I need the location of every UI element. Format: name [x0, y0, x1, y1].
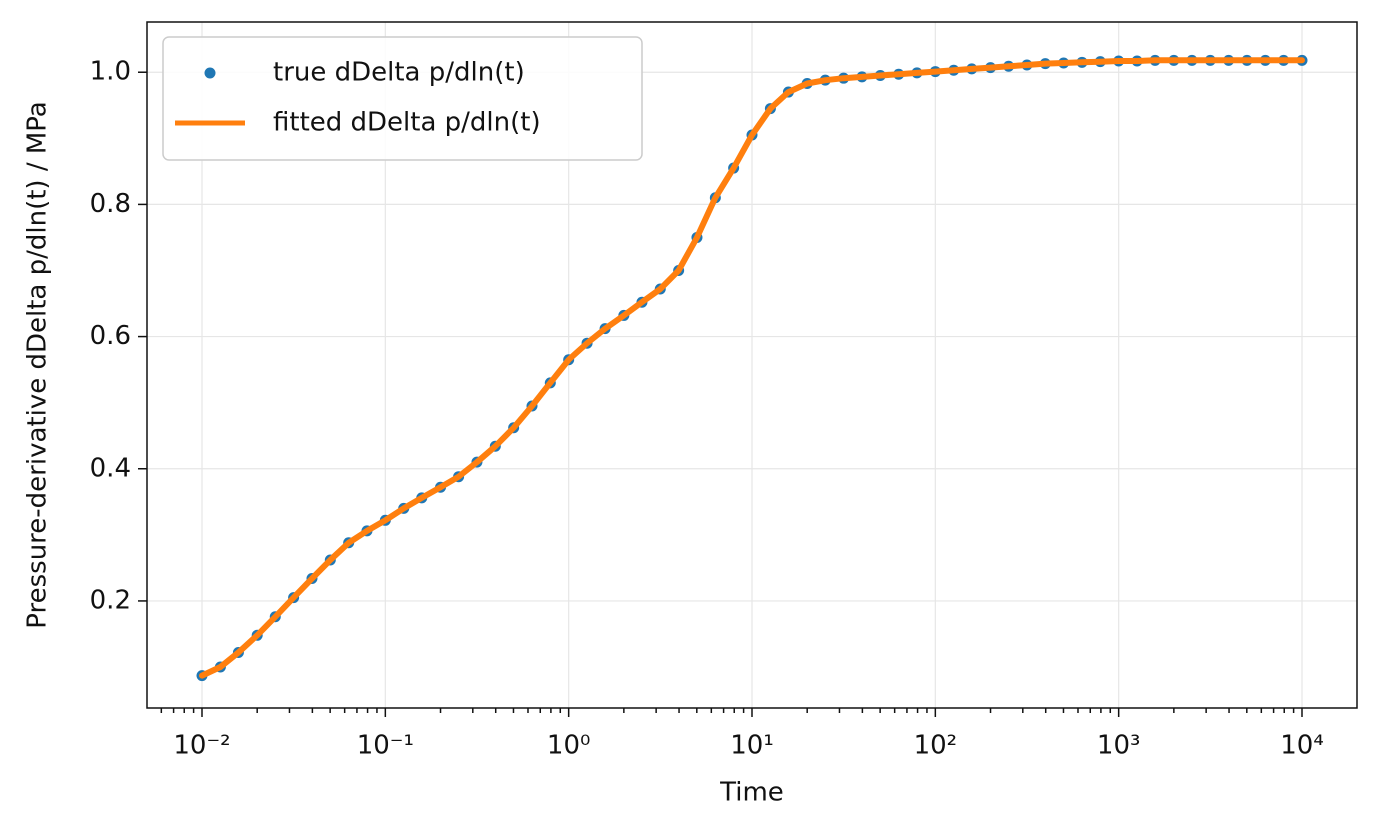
legend: true dDelta p/dln(t) fitted dDelta p/dln(…: [162, 36, 643, 161]
legend-marker: [204, 67, 216, 79]
x-tick-label: 10³: [1097, 731, 1141, 761]
x-tick-label: 10⁻²: [173, 731, 230, 761]
x-tick-label: 10¹: [730, 731, 774, 761]
y-tick-label: 0.6: [90, 321, 131, 351]
x-tick-label: 10⁰: [547, 731, 591, 761]
plot-data: [196, 54, 1308, 682]
fit-line: [199, 57, 1305, 679]
legend-label: fitted dDelta p/dln(t): [273, 108, 541, 138]
x-tick-label: 10⁴: [1280, 731, 1324, 761]
x-tick-label: 10²: [914, 731, 958, 761]
axes: 10⁻² 10⁻¹ 10⁰ 10¹ 10² 10³ 10⁴ 0.2 0.4 0.6 0.8 1.0: [90, 57, 1324, 761]
x-tick-label: 10⁻¹: [357, 731, 414, 761]
y-axis-label: Pressure-derivative dDelta p/dln(t) / MP…: [23, 101, 53, 628]
y-tick-label: 1.0: [90, 57, 131, 87]
y-tick-label: 0.2: [90, 585, 131, 615]
y-tick-label: 0.4: [90, 453, 131, 483]
legend-box: [162, 36, 643, 161]
y-tick-label: 0.8: [90, 189, 131, 219]
x-axis-label: Time: [719, 778, 784, 808]
legend-label: true dDelta p/dln(t): [273, 58, 525, 88]
